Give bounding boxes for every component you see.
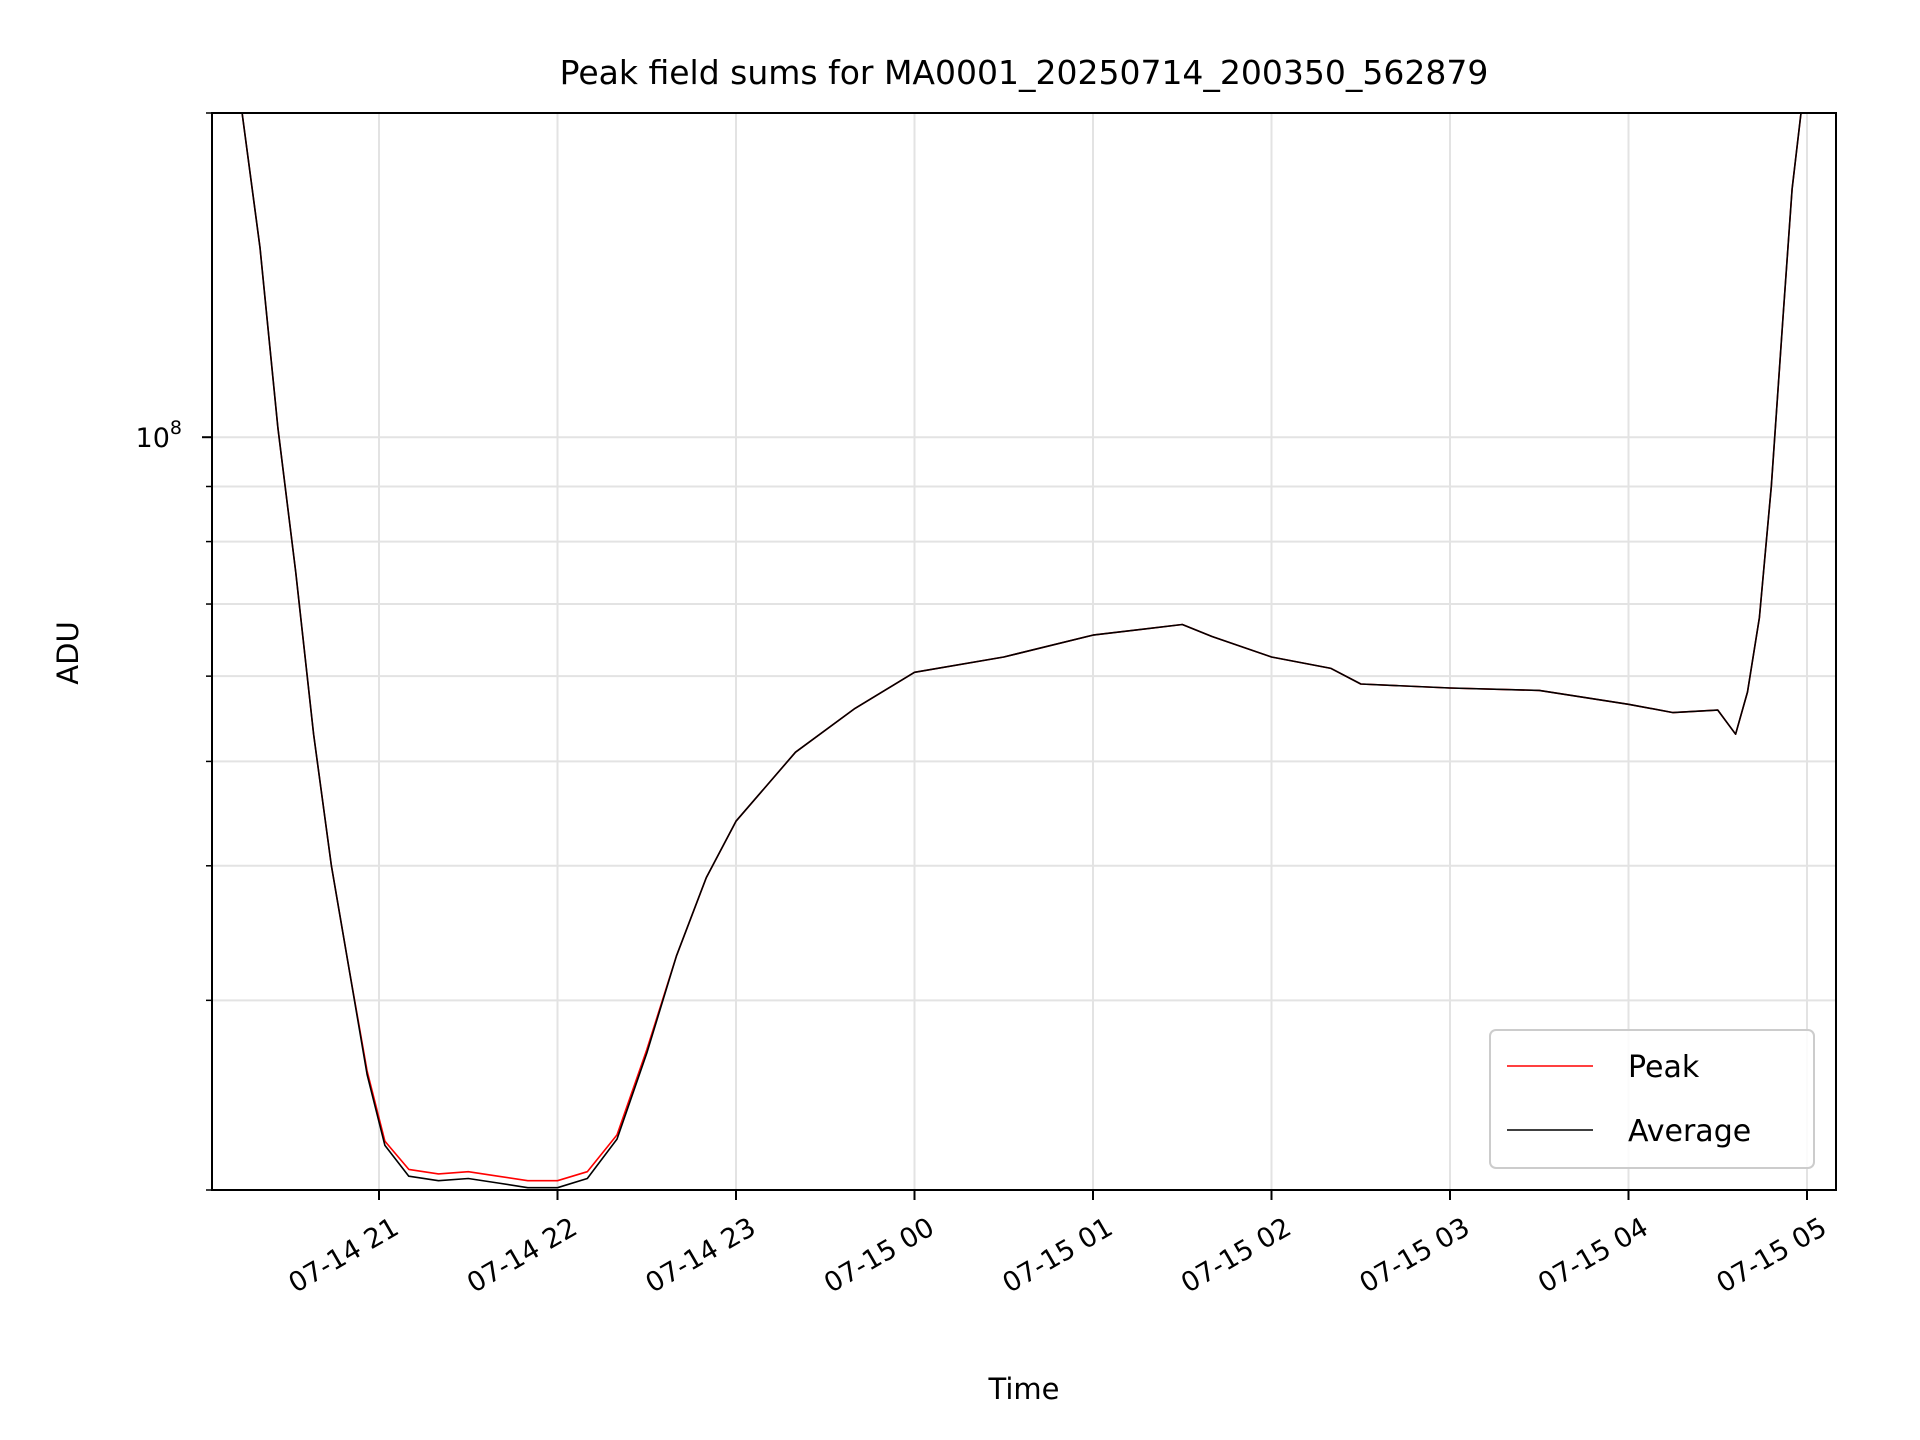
y-axis-label: ADU [51,621,85,684]
x-axis-label: Time [988,1372,1060,1406]
legend-label-peak: Peak [1628,1050,1700,1085]
chart-title: Peak field sums for MA0001_20250714_2003… [560,53,1489,92]
plot-frame [211,112,1837,1191]
series-layer [241,113,1802,1189]
y-axis-ticks: 108 [136,112,212,1191]
y-tick-label-exponent: 8 [170,417,182,439]
y-tick-label: 108 [136,417,182,454]
legend-label-average: Average [1628,1114,1751,1149]
legend: Peak Average [1489,1029,1815,1169]
series-line-average [241,113,1802,1189]
legend-box [1489,1029,1815,1169]
y-tick-label-base: 10 [136,423,170,454]
